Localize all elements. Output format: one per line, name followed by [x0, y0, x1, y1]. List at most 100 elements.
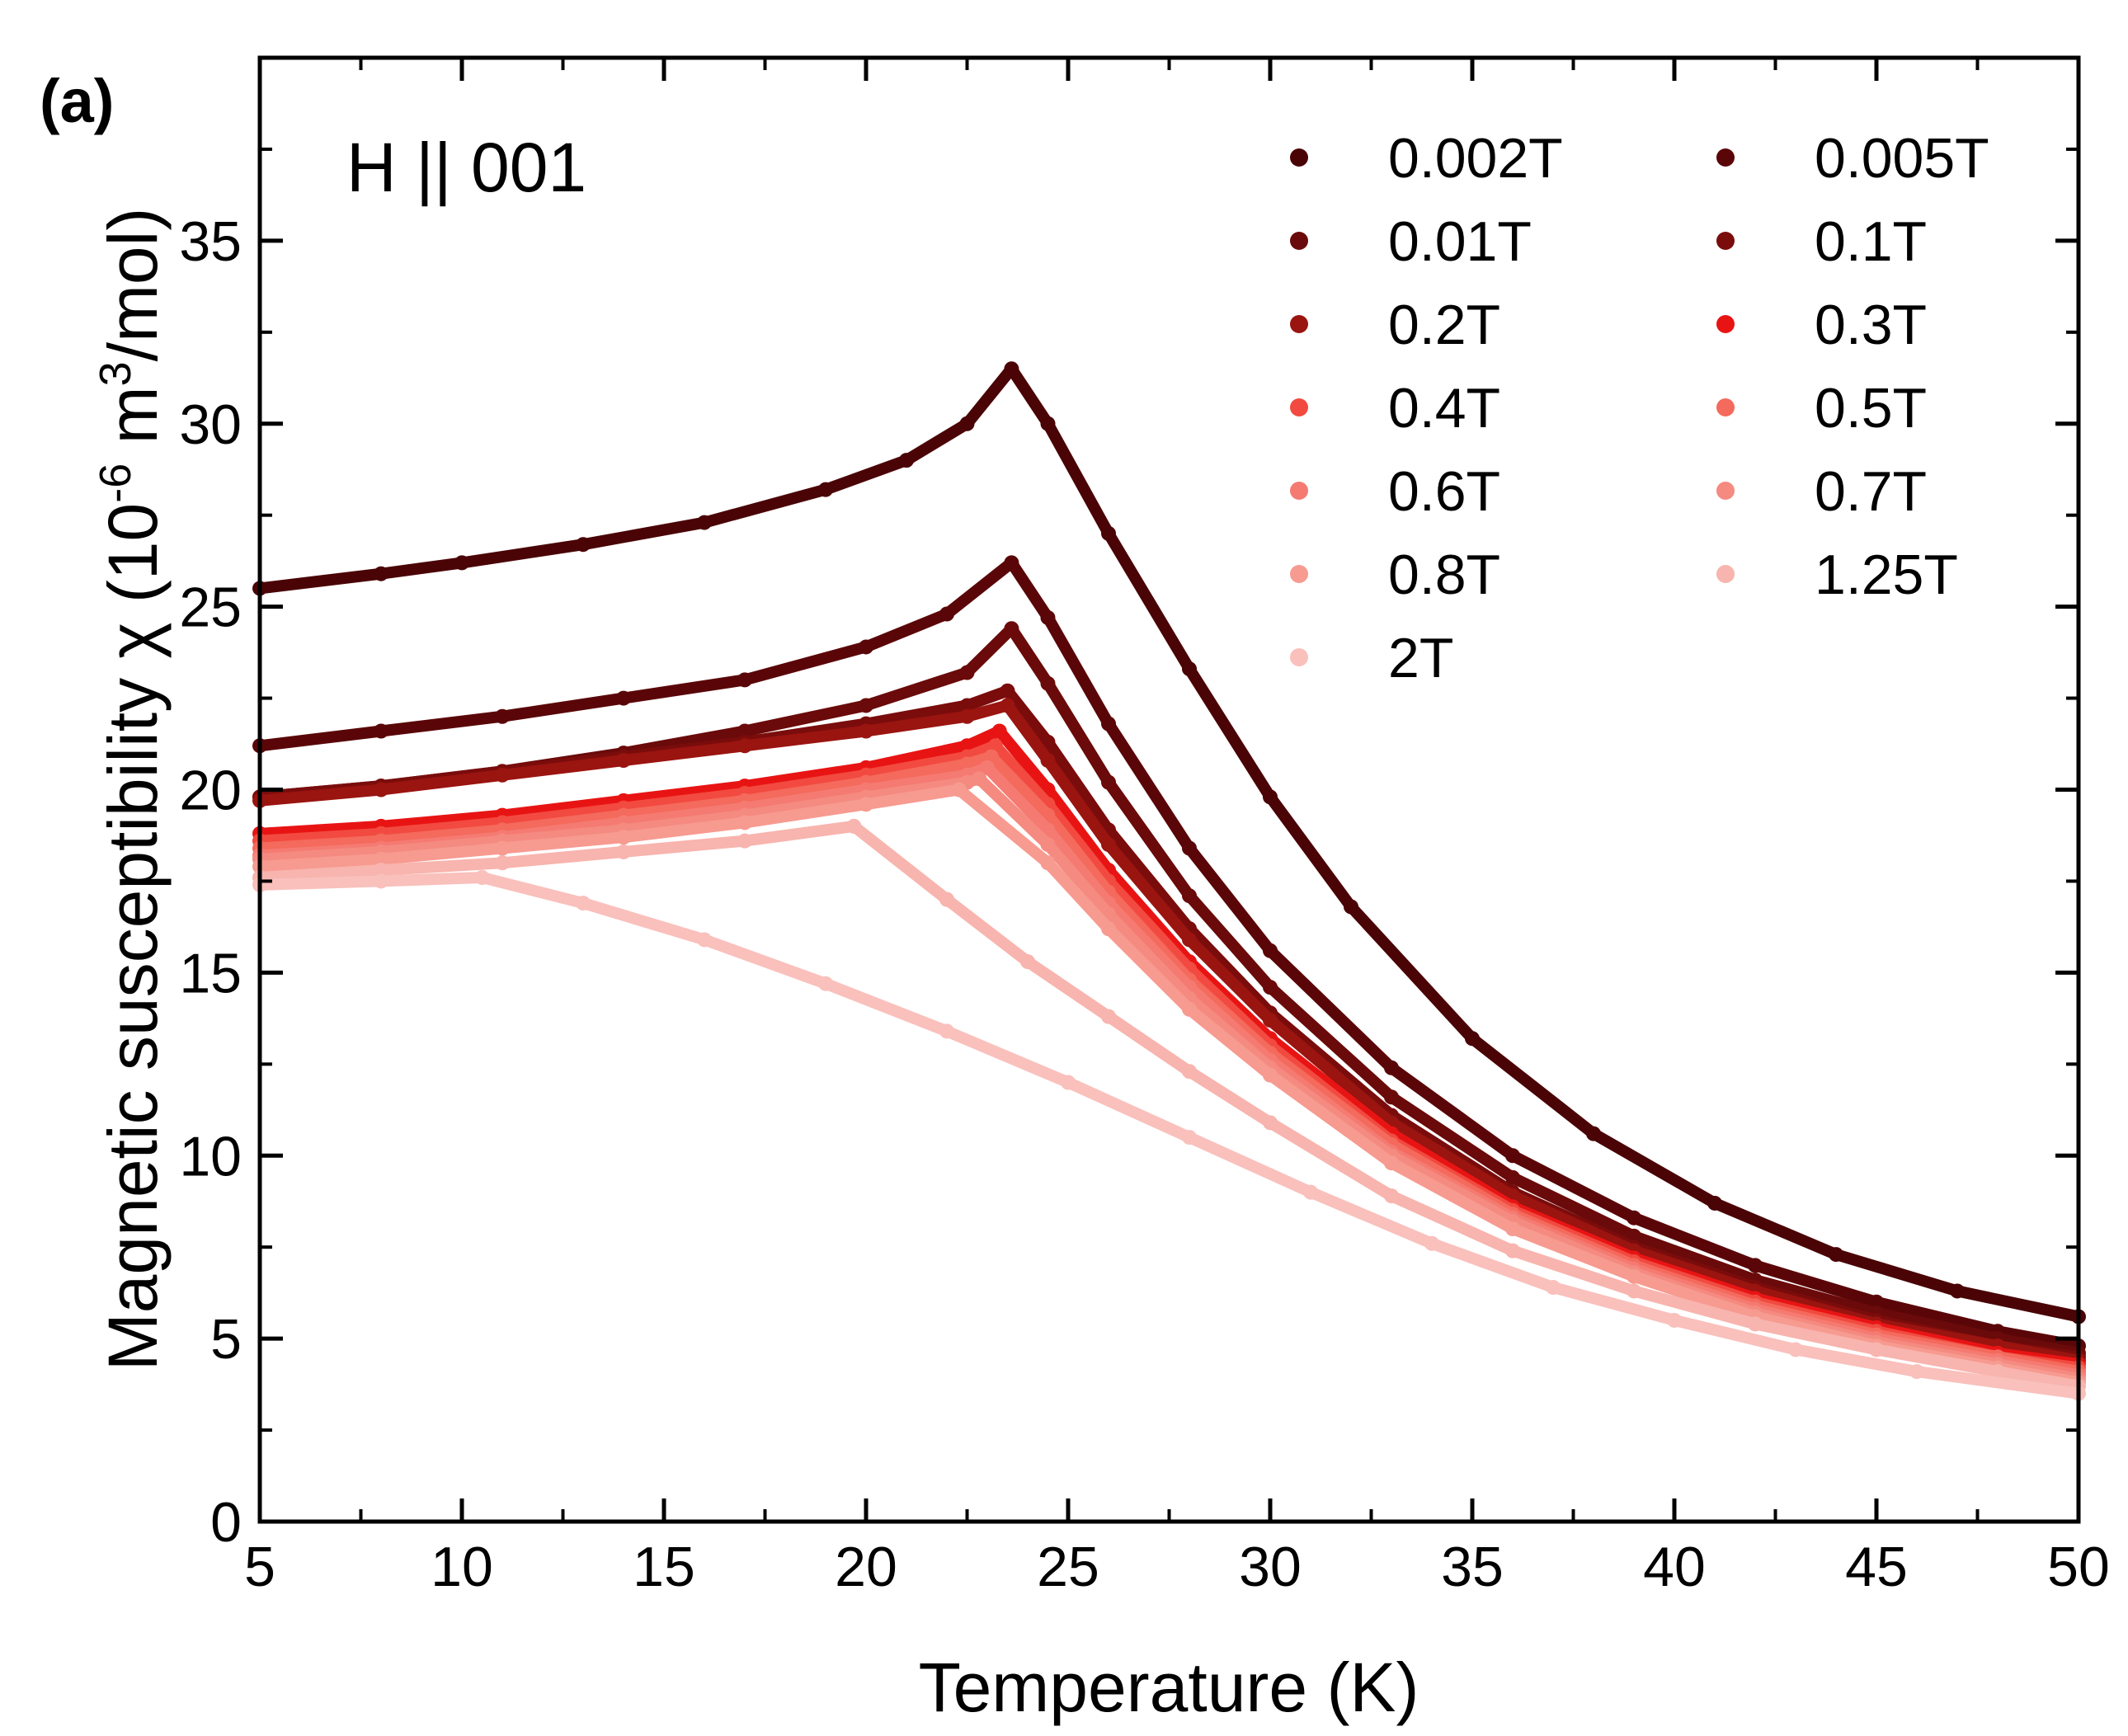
data-point-0.7T-8	[1040, 837, 1056, 853]
y-tick-label: 5	[210, 1308, 242, 1371]
data-point-2T-6	[939, 1023, 954, 1039]
data-point-0.2T-4	[737, 738, 752, 754]
data-point-2T-4	[697, 932, 712, 948]
data-point-0.2T-6	[959, 708, 975, 724]
legend-label: 0.4T	[1388, 377, 1500, 440]
data-point-0.002T-11	[1182, 661, 1197, 677]
data-point-0.002T-1	[374, 566, 388, 581]
data-point-2T-2	[474, 870, 490, 885]
data-point-0.01T-10	[1182, 888, 1197, 904]
plot-frame	[257, 55, 2081, 1524]
data-point-0.3T-7	[991, 723, 1007, 739]
series-line-0.2T	[254, 699, 2084, 1367]
legend-item-0.005T: 0.005T	[1716, 127, 1989, 190]
series-0.002T	[252, 361, 2086, 1324]
x-tick-label: 10	[431, 1536, 493, 1598]
y-tick-label: 25	[179, 576, 242, 639]
data-point-0.01T-4	[737, 723, 752, 739]
series-line-0.1T	[254, 685, 2084, 1363]
data-point-0.002T-18	[1950, 1283, 1965, 1299]
data-point-2T-1	[374, 873, 388, 889]
legend: 0.002T 0.005T 0.01T 0.1T 0.2T 0.3T 0.4T 0.5T 0.6…	[1290, 127, 1989, 689]
data-point-0.005T-4	[737, 672, 752, 688]
y-tick-label: 20	[179, 760, 242, 822]
data-point-1.25T-12	[1505, 1243, 1520, 1258]
legend-item-0.2T: 0.2T	[1290, 294, 1500, 356]
data-point-1.25T-8	[1101, 1009, 1116, 1024]
data-point-1.25T-3	[616, 844, 631, 859]
panel-label: (a)	[40, 67, 114, 135]
data-point-0.8T-12	[1505, 1221, 1520, 1236]
data-point-1.25T-5	[846, 818, 862, 834]
data-point-0.005T-11	[1263, 943, 1278, 958]
data-point-0.002T-3	[576, 537, 591, 553]
y-axis-title-mid: m	[94, 386, 172, 463]
legend-marker	[1716, 232, 1735, 250]
series-line-0.002T	[254, 363, 2084, 1323]
data-point-1.25T-9	[1182, 1064, 1197, 1080]
legend-label: 0.2T	[1388, 294, 1500, 356]
x-tick-label: 5	[244, 1536, 275, 1598]
x-tick-label: 50	[2047, 1536, 2110, 1598]
data-point-0.7T-7	[972, 771, 987, 787]
data-point-0.8T-3	[616, 830, 631, 845]
data-point-1.25T-14	[1748, 1316, 1763, 1332]
data-point-0.005T-5	[859, 639, 873, 655]
data-point-0.8T-11	[1384, 1155, 1399, 1171]
data-point-2T-12	[1667, 1312, 1682, 1328]
data-point-1.25T-6	[939, 892, 954, 907]
data-point-0.2T-8	[1040, 753, 1056, 768]
data-point-0.2T-11	[1263, 1013, 1278, 1028]
series-layer	[252, 361, 2086, 1401]
legend-label: 0.002T	[1388, 127, 1563, 190]
data-point-0.2T-2	[495, 767, 510, 783]
data-point-0.005T-12	[1384, 1060, 1399, 1075]
series-1.25T	[252, 818, 2086, 1394]
legend-marker	[1290, 565, 1308, 583]
legend-item-0.8T: 0.8T	[1290, 543, 1500, 606]
data-point-0.002T-6	[899, 453, 914, 468]
data-point-0.01T-5	[859, 698, 873, 713]
legend-marker	[1716, 148, 1735, 167]
x-tick-label: 40	[1643, 1536, 1706, 1598]
data-point-1.25T-11	[1384, 1188, 1399, 1204]
y-axis-title-exponent-1: -6	[91, 463, 140, 503]
legend-label: 0.7T	[1815, 460, 1927, 523]
data-point-0.8T-7	[1040, 855, 1056, 871]
field-direction-annotation: H || 001	[346, 129, 586, 206]
y-tick-label: 30	[179, 393, 242, 456]
data-point-0.002T-5	[818, 482, 833, 497]
data-point-0.1T-6	[959, 698, 975, 713]
y-axis-title: Magnetic susceptibility χ (10-6 m3/mol)	[91, 208, 172, 1371]
series-0.005T	[252, 555, 2086, 1353]
data-point-2T-14	[1909, 1364, 1924, 1380]
data-point-0.2T-1	[374, 782, 388, 797]
y-tick-label: 0	[210, 1491, 242, 1554]
x-tick-label: 25	[1037, 1536, 1099, 1598]
legend-marker	[1716, 482, 1735, 500]
data-point-0.01T-12	[1384, 1089, 1399, 1105]
y-tick-label: 10	[179, 1125, 242, 1188]
data-point-0.005T-1	[374, 723, 388, 739]
legend-label: 0.3T	[1815, 294, 1927, 356]
data-point-0.8T-5	[859, 797, 873, 812]
data-point-0.8T-4	[737, 815, 752, 830]
data-point-0.8T-8	[1101, 921, 1116, 937]
data-point-2T-11	[1546, 1280, 1561, 1295]
legend-item-0.3T: 0.3T	[1716, 294, 1927, 356]
data-point-1.25T-7	[1020, 954, 1035, 970]
x-tick-label: 30	[1239, 1536, 1302, 1598]
data-point-0.005T-6	[939, 606, 954, 622]
legend-label: 1.25T	[1815, 543, 1958, 606]
data-point-1.25T-13	[1627, 1283, 1641, 1299]
data-point-0.8T-2	[495, 840, 510, 856]
legend-label: 0.6T	[1388, 460, 1500, 523]
data-point-0.01T-6	[959, 665, 975, 680]
data-point-0.01T-8	[1040, 675, 1056, 691]
data-point-0.01T-9	[1101, 774, 1116, 790]
data-point-0.002T-9	[1040, 416, 1056, 431]
data-point-0.002T-14	[1465, 1031, 1480, 1047]
series-0.2T	[252, 698, 2086, 1368]
legend-label: 0.01T	[1388, 210, 1532, 273]
